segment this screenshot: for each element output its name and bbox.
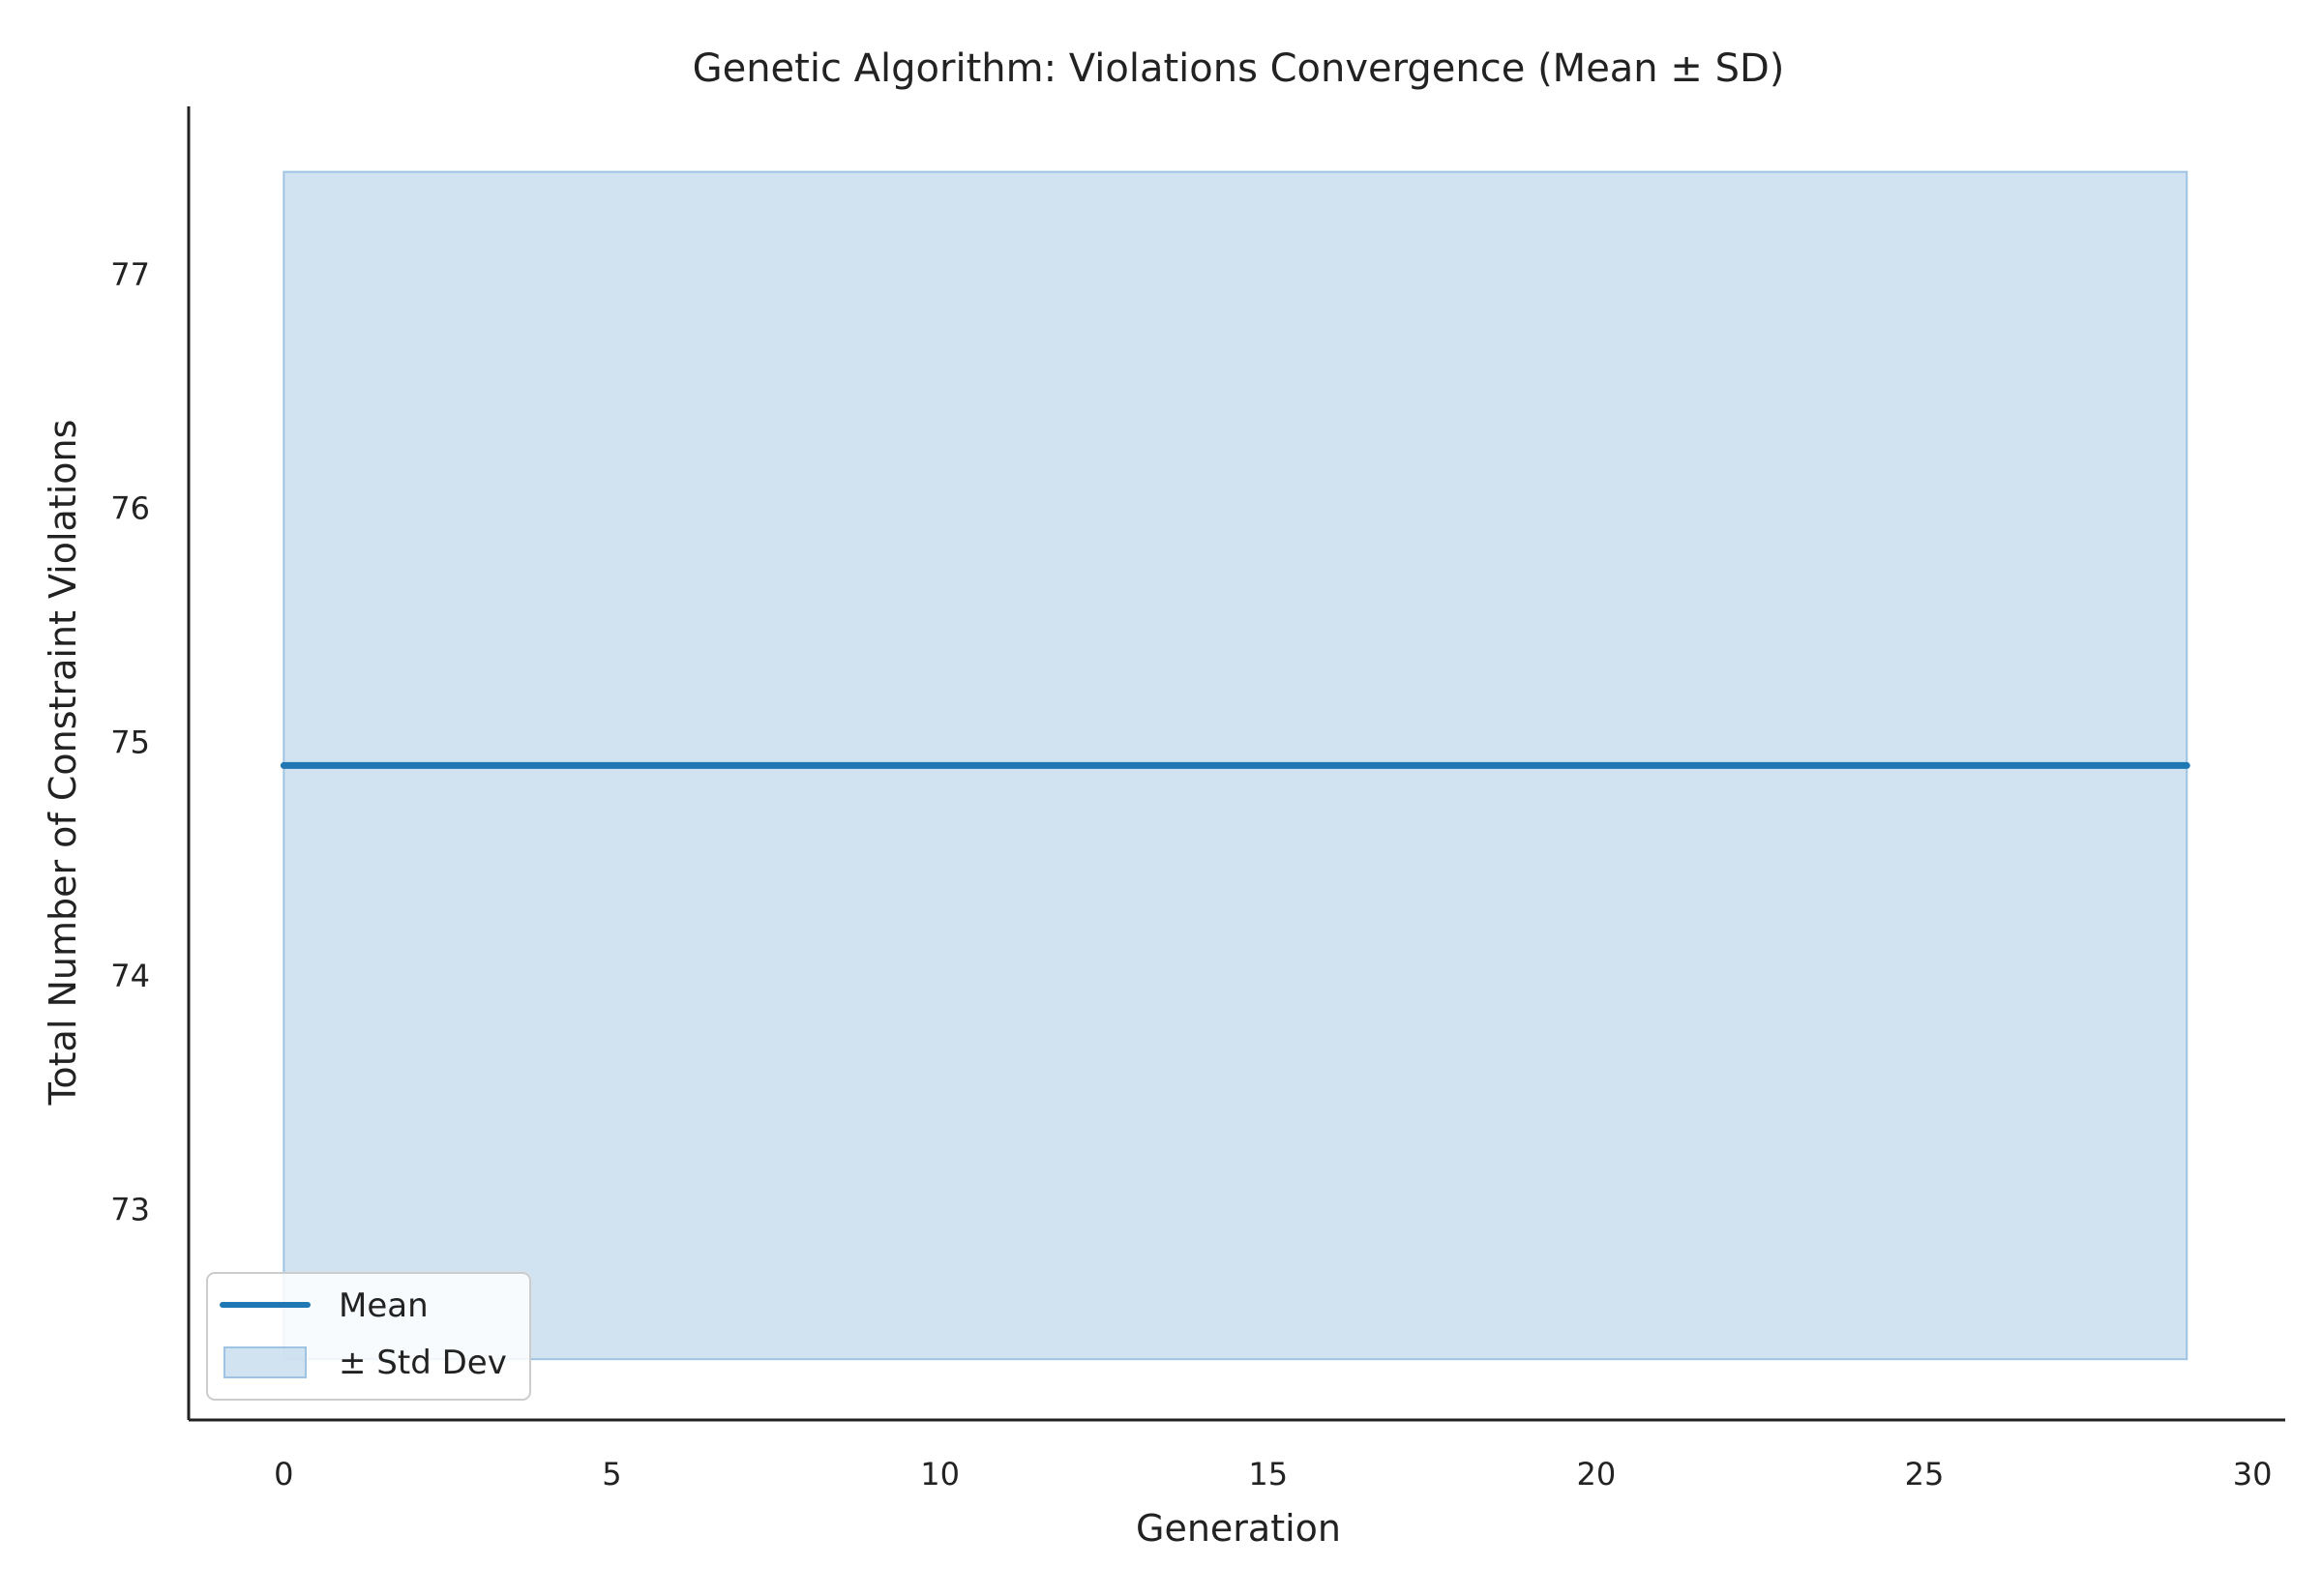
plot-area: [280, 170, 2190, 1361]
x-tick-label: 30: [2233, 1456, 2273, 1493]
y-tick-label: 73: [110, 1192, 150, 1228]
x-axis-label: Generation: [1136, 1507, 1341, 1550]
x-tick-label: 0: [274, 1456, 293, 1493]
y-tick-label: 76: [110, 490, 150, 527]
x-tick-label: 5: [602, 1456, 621, 1493]
x-tick-label: 25: [1905, 1456, 1945, 1493]
chart-title: Genetic Algorithm: Violations Convergenc…: [693, 46, 1785, 91]
y-tick-label: 77: [110, 256, 150, 293]
y-axis-label: Total Number of Constraint Violations: [42, 420, 84, 1107]
legend-band-swatch: [223, 1346, 307, 1378]
y-tick-label: 74: [110, 958, 150, 994]
y-tick-label: 75: [110, 724, 150, 760]
x-tick-label: 20: [1576, 1456, 1616, 1493]
legend: Mean ± Std Dev: [206, 1272, 531, 1401]
x-tick-label: 10: [920, 1456, 960, 1493]
legend-mean-label: Mean: [339, 1286, 429, 1325]
x-tick-label: 15: [1248, 1456, 1288, 1493]
x-ticks: 0 5 10 15 20 25 30: [274, 1456, 2272, 1493]
legend-band-label: ± Std Dev: [339, 1344, 507, 1382]
y-ticks: 73 74 75 76 77: [110, 256, 150, 1228]
